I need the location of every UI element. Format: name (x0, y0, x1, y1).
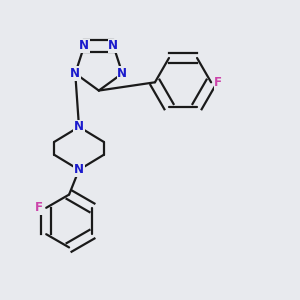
Text: F: F (214, 76, 222, 89)
Text: F: F (35, 201, 43, 214)
Text: N: N (70, 67, 80, 80)
Text: N: N (74, 120, 84, 134)
Text: N: N (79, 39, 89, 52)
Text: N: N (74, 163, 84, 176)
Text: N: N (108, 39, 118, 52)
Text: N: N (117, 67, 128, 80)
